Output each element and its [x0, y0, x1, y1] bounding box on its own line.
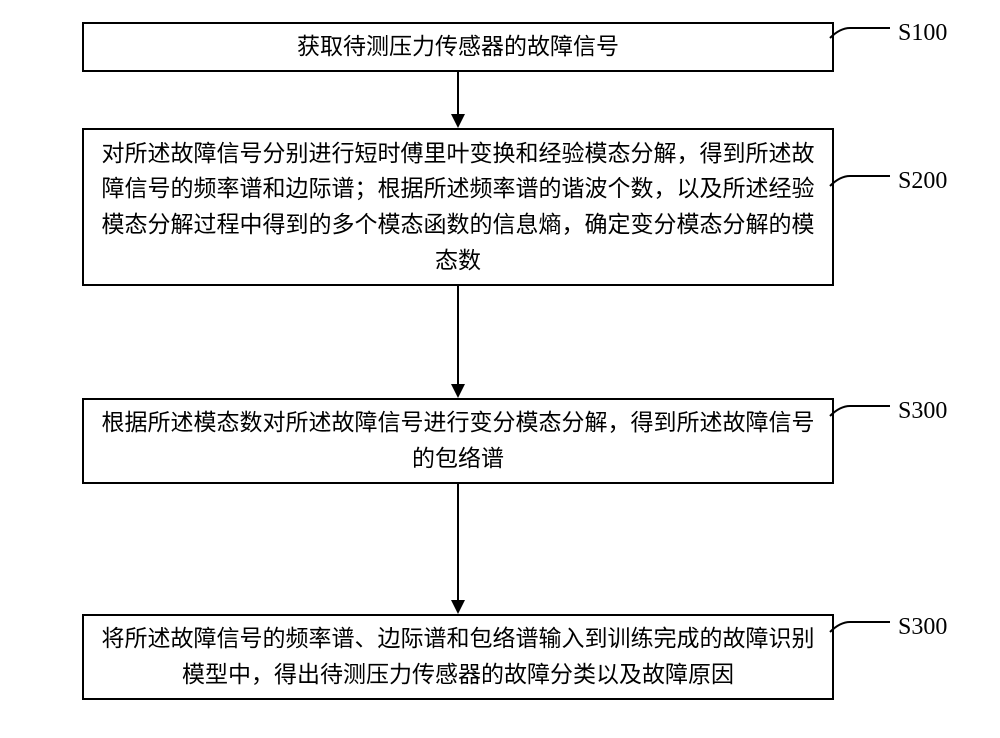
flowchart-canvas: 获取待测压力传感器的故障信号S100对所述故障信号分别进行短时傅里叶变换和经验模… — [0, 0, 1000, 738]
flow-arrow-3 — [0, 0, 1000, 738]
